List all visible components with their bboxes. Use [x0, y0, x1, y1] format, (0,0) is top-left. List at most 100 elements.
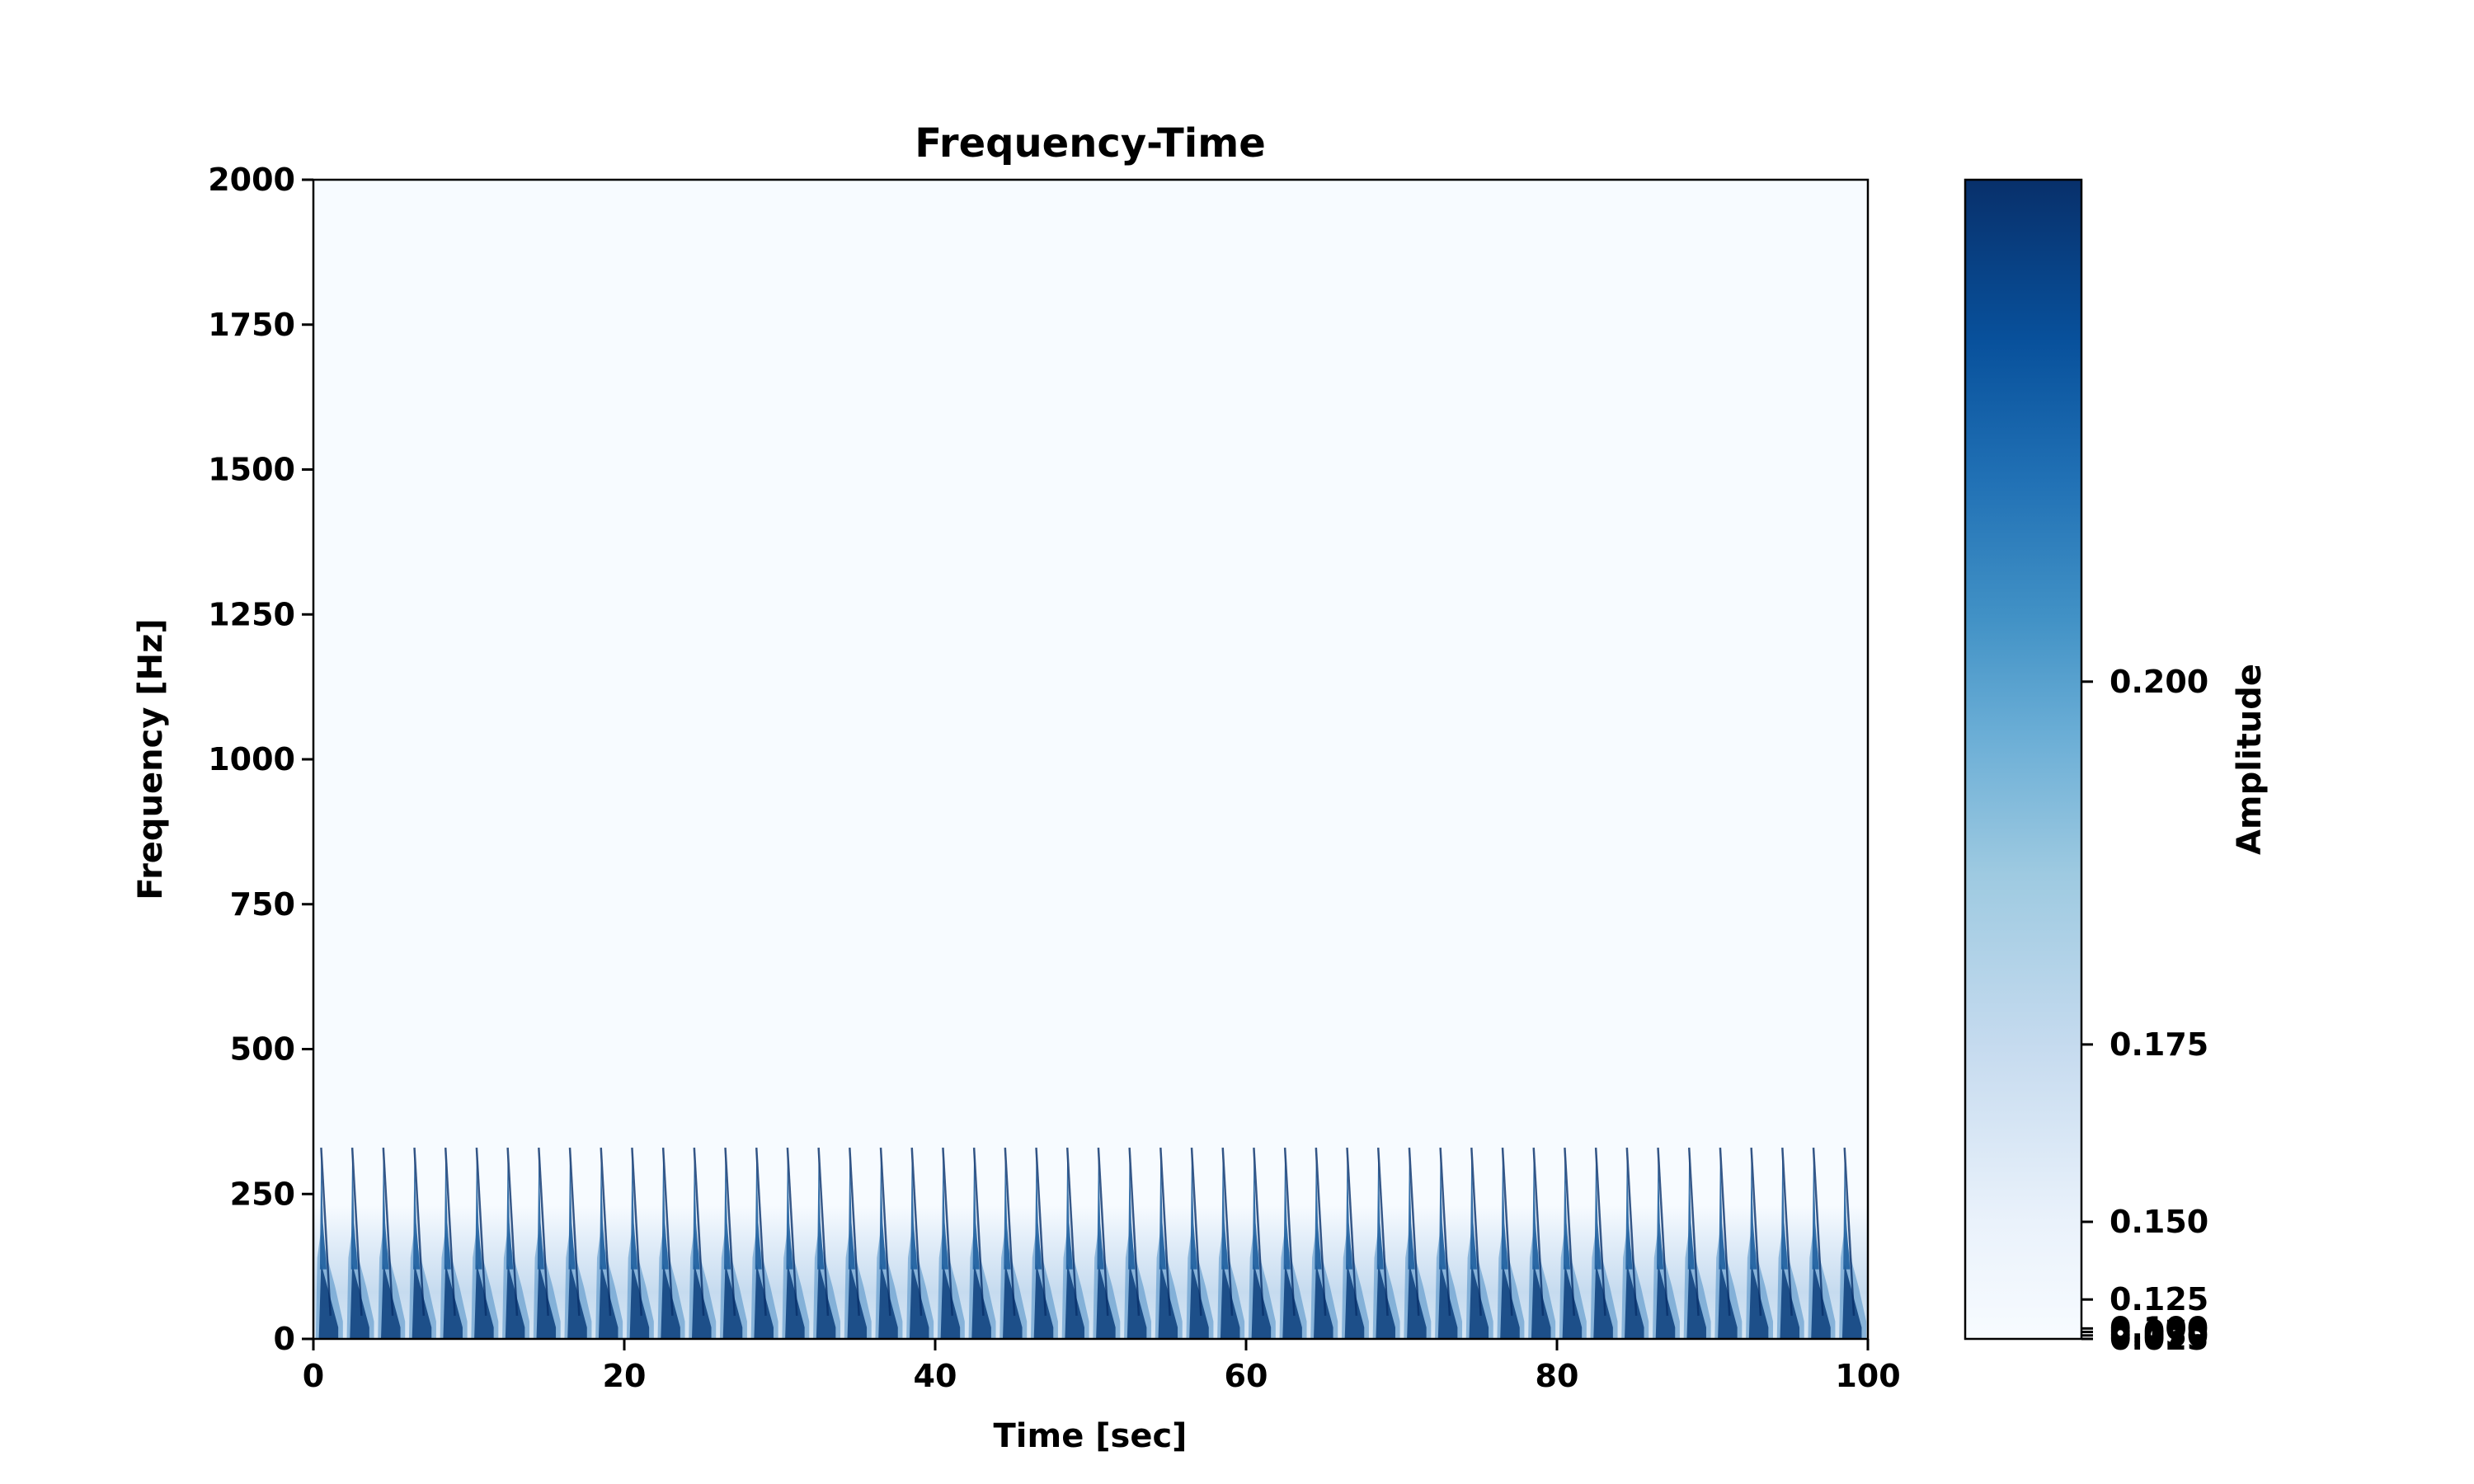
chart-title: Frequency-Time — [915, 120, 1266, 167]
pulse-spike — [1439, 1148, 1446, 1270]
pulse-core — [816, 1263, 836, 1339]
pulse-trace — [1843, 1147, 1856, 1316]
pulse-trace — [600, 1147, 612, 1316]
pulse-spike — [755, 1148, 762, 1270]
heatmap-pulse — [440, 1147, 468, 1339]
pulse-spike — [600, 1148, 607, 1270]
pulse-spike — [1159, 1148, 1166, 1270]
pulse-core — [443, 1263, 463, 1339]
pulse-trace — [1532, 1147, 1545, 1316]
pulse-core — [878, 1263, 898, 1339]
heatmap-pulse — [1186, 1147, 1214, 1339]
heatmap-pulse — [595, 1147, 623, 1339]
x-axis-label: Time [sec] — [994, 1417, 1188, 1455]
pulse-core — [1437, 1263, 1458, 1339]
pulse-spike — [1719, 1148, 1726, 1270]
y-tick-label: 1750 — [208, 307, 295, 343]
pulse-trace — [382, 1147, 394, 1316]
pulse-spike — [1470, 1148, 1477, 1270]
pulse-trace — [942, 1147, 953, 1316]
y-tick-label: 0 — [274, 1321, 295, 1357]
pulse-trace — [475, 1147, 487, 1316]
heatmap-pulse — [315, 1147, 343, 1339]
pulse-trace — [1781, 1147, 1793, 1316]
pulse-trace — [817, 1147, 830, 1316]
pulse-trace — [444, 1147, 456, 1316]
pulse-spike — [724, 1148, 731, 1270]
pulse-trace — [724, 1147, 736, 1316]
pulse-core — [1376, 1263, 1395, 1339]
pulse-spike — [444, 1148, 451, 1270]
heatmap-pulse — [657, 1147, 685, 1339]
pulse-spike — [1315, 1148, 1322, 1270]
pulse-spike — [1346, 1148, 1353, 1270]
pulse-core — [380, 1263, 401, 1339]
pulse-core — [940, 1263, 961, 1339]
pulse-core — [722, 1263, 743, 1339]
colorbar-tick-label: 0.075 — [2109, 1314, 2208, 1350]
heatmap-pulse — [1372, 1147, 1400, 1339]
pulse-trace — [1221, 1147, 1234, 1316]
heatmap-pulse — [813, 1147, 841, 1339]
heatmap-pulse — [689, 1147, 717, 1339]
pulse-core — [412, 1263, 432, 1339]
heatmap-pulse — [471, 1147, 499, 1339]
heatmap-pulse — [408, 1147, 436, 1339]
pulse-trace — [1812, 1147, 1824, 1316]
pulse-core — [536, 1263, 557, 1339]
pulse-core — [847, 1263, 868, 1339]
pulse-trace — [1097, 1147, 1109, 1316]
pulse-trace — [1253, 1147, 1264, 1316]
heatmap-pulse — [1652, 1147, 1680, 1339]
y-tick-label: 250 — [230, 1176, 295, 1212]
pulse-spike — [1128, 1148, 1136, 1270]
pulse-core — [1251, 1263, 1272, 1339]
pulse-core — [909, 1263, 929, 1339]
heatmap-pulse — [1341, 1147, 1369, 1339]
y-axis-label: Frequency [Hz] — [132, 618, 170, 899]
heatmap-pulse — [564, 1147, 592, 1339]
heatmap-pulse — [1746, 1147, 1774, 1339]
pulse-core — [1065, 1263, 1084, 1339]
heatmap-pulse — [719, 1147, 747, 1339]
heatmap-pulse — [1839, 1147, 1867, 1339]
pulse-core — [474, 1263, 494, 1339]
pulse-core — [1313, 1263, 1333, 1339]
colorbar-tick-label: 0.125 — [2109, 1281, 2208, 1317]
pulse-trace — [320, 1147, 332, 1316]
pulse-trace — [661, 1147, 674, 1316]
pulse-core — [1189, 1263, 1209, 1339]
pulse-spike — [1501, 1148, 1508, 1270]
x-tick-label: 100 — [1835, 1358, 1900, 1394]
pulse-spike — [1035, 1148, 1042, 1270]
pulse-core — [1718, 1263, 1738, 1339]
pulse-spike — [972, 1148, 980, 1270]
heatmap — [313, 1147, 1868, 1339]
heatmap-pulse — [1590, 1147, 1618, 1339]
pulse-core — [1593, 1263, 1613, 1339]
heatmap-pulse — [1310, 1147, 1338, 1339]
pulse-spike — [848, 1148, 855, 1270]
heatmap-pulse — [844, 1147, 872, 1339]
heatmap-pulse — [875, 1147, 903, 1339]
pulse-core — [785, 1263, 805, 1339]
colorbar-tick-label: 0.150 — [2109, 1204, 2208, 1240]
pulse-core — [505, 1263, 525, 1339]
heatmap-pulse — [1621, 1147, 1649, 1339]
pulse-core — [1686, 1263, 1706, 1339]
colorbar-tick-label: 0.025 — [2109, 1321, 2208, 1357]
x-tick-label: 80 — [1536, 1358, 1579, 1394]
pulse-spike — [910, 1148, 918, 1270]
y-tick-label: 2000 — [208, 162, 295, 198]
pulse-core — [1220, 1263, 1240, 1339]
heatmap-pulse — [533, 1147, 561, 1339]
colorbar-tick-label: 0.050 — [2109, 1317, 2208, 1354]
heatmap-pulse — [1435, 1147, 1463, 1339]
pulse-core — [1096, 1263, 1116, 1339]
heatmap-pulse — [999, 1147, 1028, 1339]
pulse-spike — [1594, 1148, 1602, 1270]
heatmap-pulse — [1093, 1147, 1121, 1339]
pulse-trace — [1283, 1147, 1296, 1316]
